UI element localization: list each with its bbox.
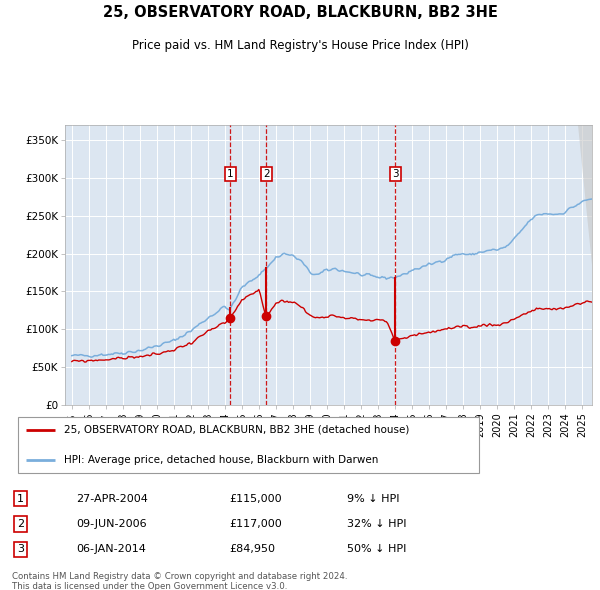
Text: £84,950: £84,950 bbox=[229, 545, 275, 554]
Text: 50% ↓ HPI: 50% ↓ HPI bbox=[347, 545, 406, 554]
Text: 3: 3 bbox=[392, 169, 398, 179]
Text: 06-JAN-2014: 06-JAN-2014 bbox=[77, 545, 146, 554]
Text: 25, OBSERVATORY ROAD, BLACKBURN, BB2 3HE: 25, OBSERVATORY ROAD, BLACKBURN, BB2 3HE bbox=[103, 5, 497, 20]
Text: £117,000: £117,000 bbox=[229, 519, 282, 529]
Polygon shape bbox=[578, 125, 592, 265]
Text: 27-APR-2004: 27-APR-2004 bbox=[77, 494, 148, 504]
Text: HPI: Average price, detached house, Blackburn with Darwen: HPI: Average price, detached house, Blac… bbox=[64, 455, 378, 465]
Text: 32% ↓ HPI: 32% ↓ HPI bbox=[347, 519, 407, 529]
Text: 2: 2 bbox=[263, 169, 269, 179]
Text: 9% ↓ HPI: 9% ↓ HPI bbox=[347, 494, 400, 504]
Text: Contains HM Land Registry data © Crown copyright and database right 2024.: Contains HM Land Registry data © Crown c… bbox=[12, 572, 347, 581]
Text: This data is licensed under the Open Government Licence v3.0.: This data is licensed under the Open Gov… bbox=[12, 582, 287, 590]
Text: £115,000: £115,000 bbox=[229, 494, 282, 504]
Text: 25, OBSERVATORY ROAD, BLACKBURN, BB2 3HE (detached house): 25, OBSERVATORY ROAD, BLACKBURN, BB2 3HE… bbox=[64, 425, 409, 435]
Text: 1: 1 bbox=[17, 494, 24, 504]
Text: Price paid vs. HM Land Registry's House Price Index (HPI): Price paid vs. HM Land Registry's House … bbox=[131, 39, 469, 52]
Text: 1: 1 bbox=[227, 169, 233, 179]
Text: 3: 3 bbox=[17, 545, 24, 554]
Text: 09-JUN-2006: 09-JUN-2006 bbox=[77, 519, 147, 529]
Text: 2: 2 bbox=[17, 519, 24, 529]
FancyBboxPatch shape bbox=[18, 417, 479, 473]
